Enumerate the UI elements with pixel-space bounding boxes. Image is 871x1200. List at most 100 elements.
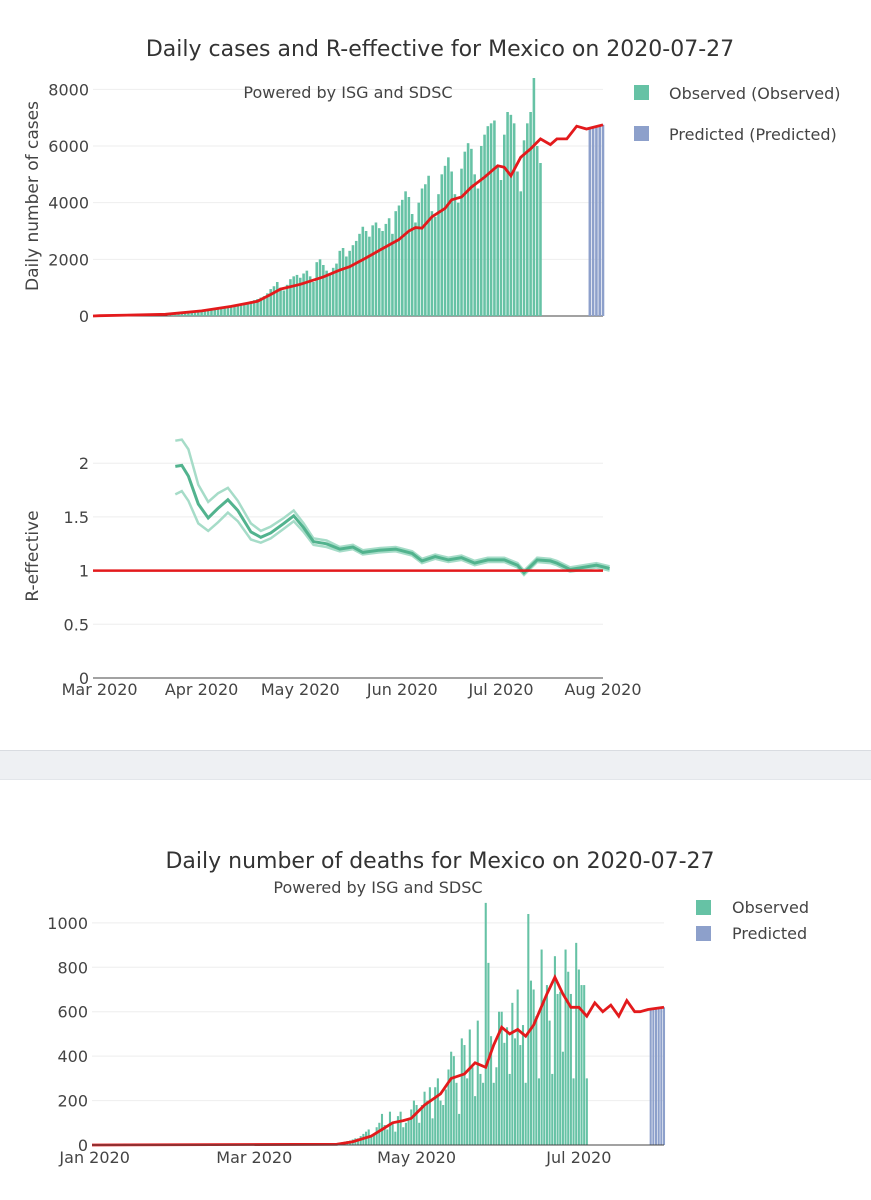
observed-bar <box>407 197 411 316</box>
observed-bar <box>503 134 506 316</box>
observed-bar <box>401 199 404 316</box>
deaths-x-ticks: Jan 2020 Mar 2020 May 2020 Jul 2020 <box>58 1148 611 1167</box>
x-tick-label: Jul 2020 <box>467 680 533 699</box>
observed-bar <box>226 306 230 316</box>
observed-bar <box>223 307 226 316</box>
observed-bar <box>364 231 368 316</box>
observed-bar <box>470 148 473 316</box>
observed-bar <box>503 1042 506 1145</box>
predicted-bar <box>657 1008 660 1145</box>
observed-bar <box>391 1122 394 1145</box>
observed-bar <box>556 993 559 1145</box>
observed-bar <box>509 114 513 316</box>
observed-bar <box>384 223 388 316</box>
legend-observed-label[interactable]: Observed (Observed) <box>669 84 841 103</box>
y-tick-label: 4000 <box>48 194 89 213</box>
legend-predicted-swatch[interactable] <box>696 926 711 941</box>
observed-bar <box>193 311 197 316</box>
observed-bar <box>516 989 519 1145</box>
observed-bar <box>463 1045 466 1145</box>
observed-bar <box>197 311 200 316</box>
legend-observed-swatch[interactable] <box>634 85 649 100</box>
observed-bar <box>496 165 499 316</box>
observed-bar <box>447 1069 450 1145</box>
observed-bar <box>269 289 272 316</box>
observed-bar <box>423 1091 426 1145</box>
observed-bar <box>447 157 450 316</box>
observed-bar <box>372 1133 376 1145</box>
observed-bar <box>529 112 532 316</box>
observed-bar <box>482 1082 485 1145</box>
observed-bar <box>378 1122 381 1145</box>
x-tick-label: Mar 2020 <box>62 680 138 699</box>
observed-bar <box>506 112 509 316</box>
x-tick-label: May 2020 <box>261 680 340 699</box>
observed-bar <box>551 1073 554 1145</box>
observed-bar <box>511 1002 514 1145</box>
observed-bar <box>524 1082 527 1145</box>
cases-legend: Observed (Observed) Predicted (Predicted… <box>634 84 841 144</box>
observed-bar <box>418 1122 421 1145</box>
legend-observed-label[interactable]: Observed <box>732 898 809 917</box>
observed-bar <box>490 1036 493 1145</box>
cases-annotation: Powered by ISG and SDSC <box>243 83 452 102</box>
observed-bar <box>275 282 279 316</box>
observed-bar <box>243 303 246 316</box>
r-upper-bound-line <box>175 438 610 573</box>
observed-bar <box>471 1067 474 1145</box>
observed-bar <box>567 971 570 1145</box>
observed-bar <box>559 991 562 1145</box>
observed-bar <box>285 284 289 316</box>
r-y-ticks: 0 0.5 1 1.5 2 <box>64 454 89 688</box>
observed-bar <box>529 980 533 1145</box>
x-tick-label: Apr 2020 <box>165 680 238 699</box>
predicted-bar <box>662 1007 666 1145</box>
predicted-bar <box>654 1008 658 1145</box>
observed-bar <box>351 245 355 316</box>
legend-predicted-swatch[interactable] <box>634 126 649 141</box>
observed-bar <box>399 1111 402 1145</box>
observed-bar <box>527 913 530 1145</box>
observed-bar <box>410 214 414 316</box>
observed-bar <box>473 174 476 316</box>
observed-bar <box>328 274 332 316</box>
observed-bar <box>532 989 535 1145</box>
observed-bar <box>312 282 315 316</box>
y-tick-label: 600 <box>57 1003 88 1022</box>
observed-bar <box>516 171 519 316</box>
deaths-annotation: Powered by ISG and SDSC <box>273 878 482 897</box>
observed-bar <box>239 304 243 316</box>
observed-bar <box>498 1011 501 1145</box>
y-tick-label: 0 <box>79 669 89 688</box>
observed-bar <box>532 78 536 316</box>
observed-bar <box>452 1056 455 1145</box>
observed-bar <box>583 985 586 1145</box>
observed-bar <box>430 211 434 316</box>
observed-bar <box>545 985 548 1145</box>
observed-bar <box>585 1078 588 1145</box>
observed-bar <box>500 1011 503 1145</box>
observed-bar <box>553 956 556 1145</box>
observed-bar <box>200 310 203 316</box>
legend-predicted-label[interactable]: Predicted (Predicted) <box>669 125 837 144</box>
observed-bar <box>410 1109 413 1145</box>
observed-bar <box>394 1131 397 1145</box>
observed-bar <box>521 1025 525 1145</box>
observed-bar <box>292 276 295 316</box>
r-effective-line <box>175 463 610 575</box>
legend-observed-swatch[interactable] <box>696 900 711 915</box>
observed-bar <box>535 146 539 316</box>
y-tick-label: 2000 <box>48 250 89 269</box>
observed-bar <box>354 240 358 316</box>
x-tick-label: Jan 2020 <box>58 1148 129 1167</box>
observed-bar <box>569 993 572 1145</box>
r-lower-bound-line <box>174 489 610 577</box>
observed-bar <box>460 1038 463 1145</box>
legend-predicted-label[interactable]: Predicted <box>732 924 807 943</box>
deaths-bars <box>333 902 666 1145</box>
observed-bar <box>266 293 269 316</box>
observed-bar <box>479 1073 482 1145</box>
observed-bar <box>466 143 470 316</box>
observed-bar <box>318 259 322 316</box>
y-tick-label: 200 <box>57 1092 88 1111</box>
